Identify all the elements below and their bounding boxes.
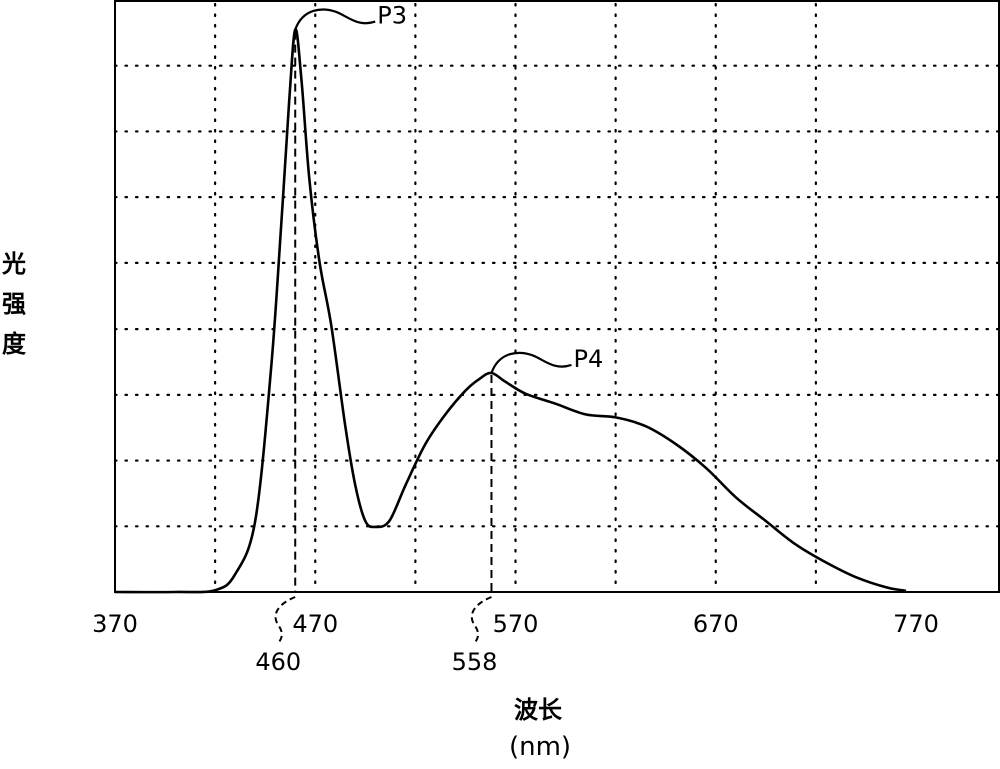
y-axis-label: 光 [1,250,26,278]
marker-leader [274,596,296,645]
grid-lines [113,2,1000,594]
y-axis-label: 强 [2,290,26,318]
y-axis-label: 度 [2,330,27,358]
plot-frame [114,0,1000,593]
annotation-label: P3 [377,2,407,30]
annotation-leader [490,351,572,374]
x-axis-label: 波长 [514,696,563,724]
x-axis-unit: (nm) [509,732,571,762]
annotation-leader [294,8,376,31]
annotation-label: P4 [573,345,603,373]
spectrum-line [114,28,907,594]
marker-leader [470,596,492,645]
marker-label: 558 [452,648,498,676]
x-tick-label: 570 [493,610,539,638]
x-tick-label: 670 [693,610,739,638]
x-tick-label: 770 [893,610,939,638]
marker-label: 460 [255,648,301,676]
x-tick-label: 370 [92,610,138,638]
x-tick-label: 470 [292,610,338,638]
